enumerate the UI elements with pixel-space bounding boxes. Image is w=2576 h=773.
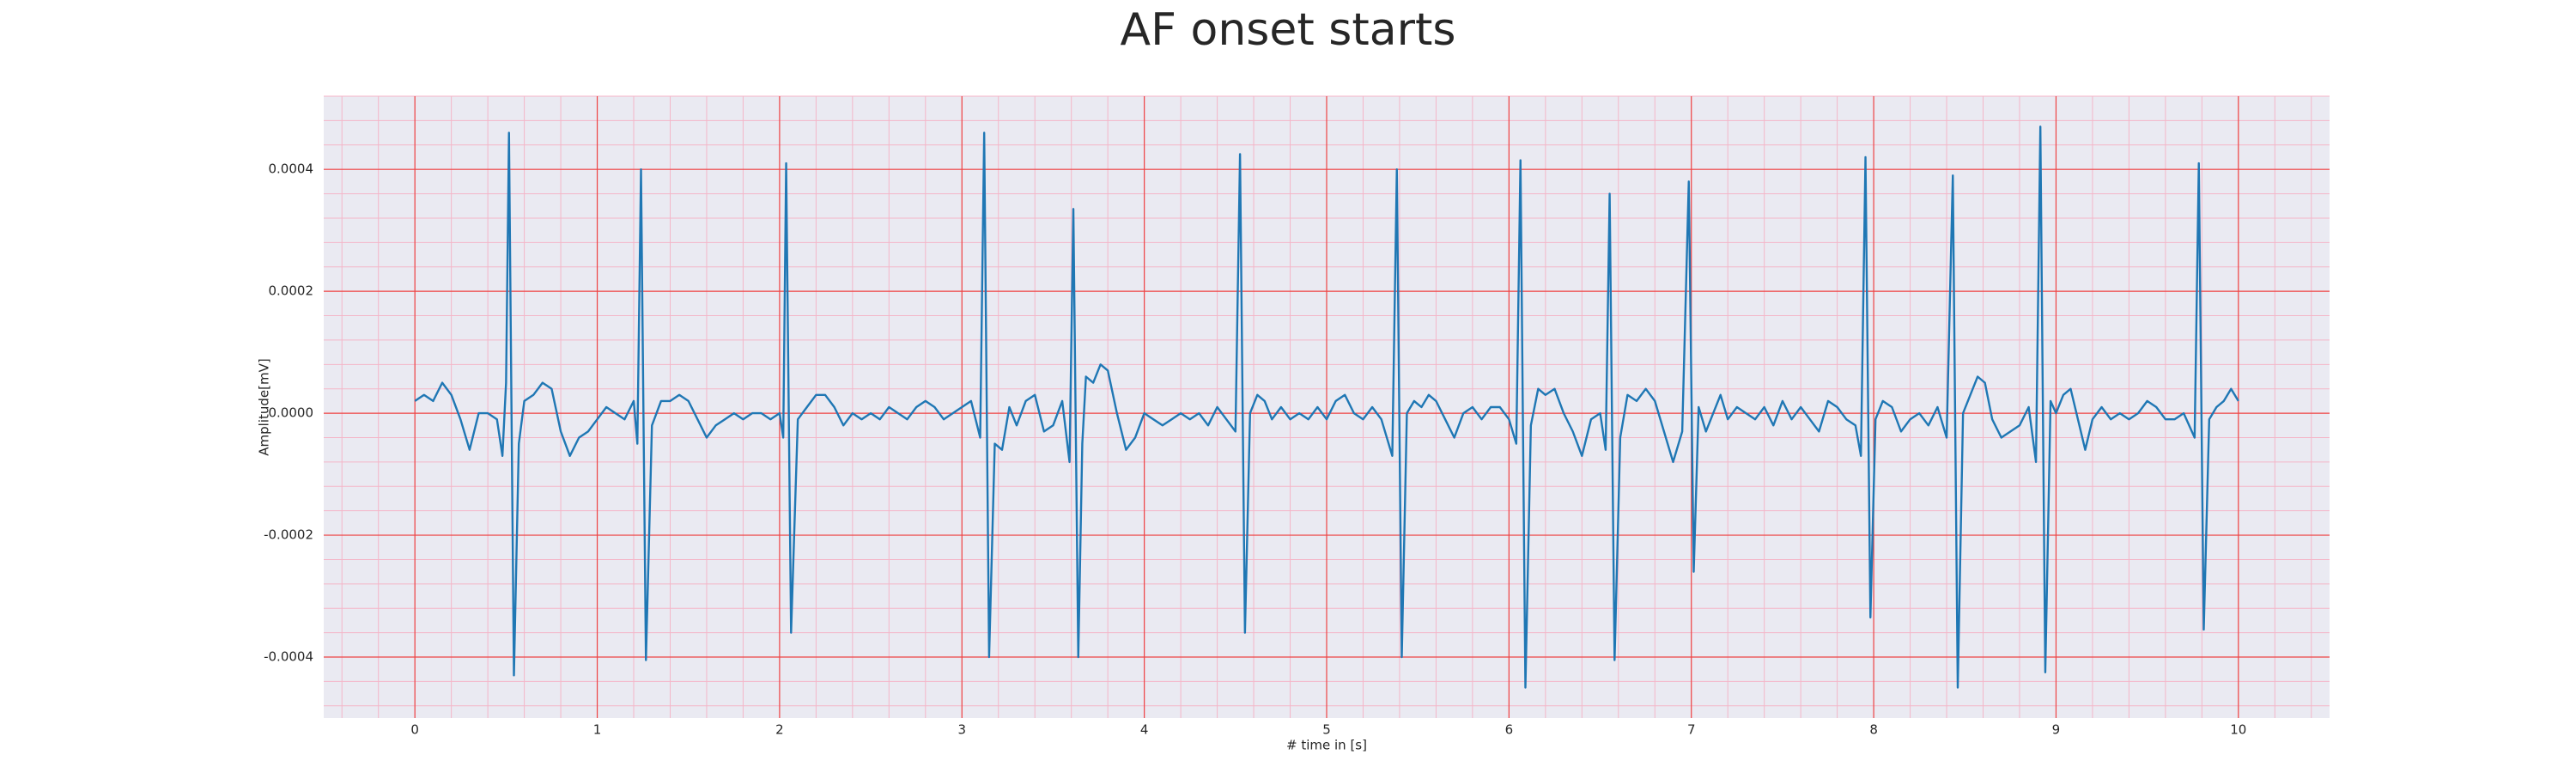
x-tick-label: 3	[957, 722, 966, 738]
x-tick-label: 0	[410, 722, 419, 738]
y-tick-label: -0.0004	[264, 649, 313, 665]
x-tick-label: 5	[1322, 722, 1331, 738]
x-tick-label: 4	[1140, 722, 1149, 738]
y-axis-label: Amplitude[mV]	[257, 358, 272, 455]
x-tick-label: 2	[775, 722, 784, 738]
x-tick-label: 6	[1505, 722, 1514, 738]
line-series	[414, 125, 2239, 689]
x-tick-label: 10	[2230, 722, 2246, 738]
y-tick-label: 0.0004	[269, 161, 314, 177]
y-tick-label: 0.0000	[269, 405, 314, 421]
x-tick-label: 7	[1687, 722, 1696, 738]
grid	[324, 95, 2330, 718]
chart-title: AF onset starts	[1121, 4, 1456, 56]
x-tick-label: 8	[1869, 722, 1878, 738]
x-axis-label: # time in [s]	[1286, 738, 1367, 753]
y-tick-label: 0.0002	[269, 283, 314, 299]
x-tick-label: 9	[2052, 722, 2061, 738]
y-tick-label: -0.0002	[264, 527, 313, 543]
x-tick-label: 1	[593, 722, 602, 738]
